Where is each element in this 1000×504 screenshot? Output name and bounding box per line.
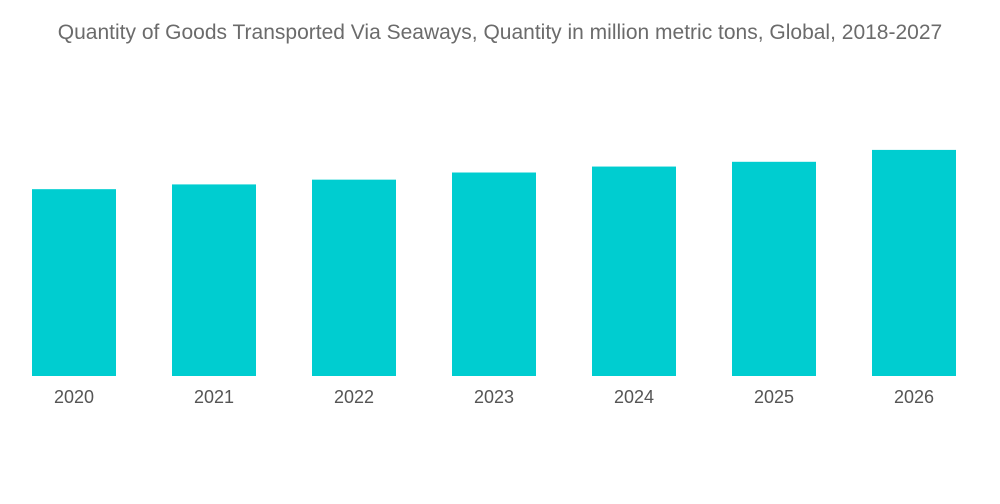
bar-2023 — [452, 172, 536, 376]
bar-2021 — [172, 184, 256, 376]
x-tick-label-2025: 2025 — [754, 387, 794, 407]
bar-2020 — [32, 189, 116, 376]
x-axis-tick-labels: 2020 2021 2022 2023 2024 2025 2026 — [54, 387, 934, 407]
bar-2025 — [732, 161, 816, 376]
x-tick-label-2026: 2026 — [894, 387, 934, 407]
x-tick-label-2024: 2024 — [614, 387, 654, 407]
x-tick-label-2023: 2023 — [474, 387, 514, 407]
bar-2022 — [312, 179, 396, 376]
x-tick-label-2022: 2022 — [334, 387, 374, 407]
x-tick-label-2020: 2020 — [54, 387, 94, 407]
bar-2026 — [872, 149, 956, 376]
chart-title: Quantity of Goods Transported Via Seaway… — [57, 21, 943, 44]
x-tick-label-2021: 2021 — [194, 387, 234, 407]
bars-group — [32, 149, 956, 376]
bar-2024 — [592, 166, 676, 376]
